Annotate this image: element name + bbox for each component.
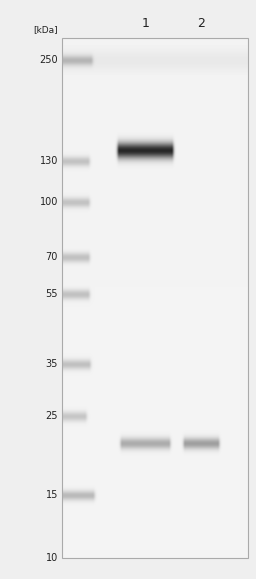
Text: 250: 250 — [39, 55, 58, 65]
Text: 1: 1 — [142, 17, 150, 30]
Text: 100: 100 — [40, 197, 58, 207]
Text: 15: 15 — [46, 490, 58, 500]
Text: 10: 10 — [46, 553, 58, 563]
Text: 70: 70 — [46, 252, 58, 262]
Bar — [62, 38, 248, 558]
Text: 25: 25 — [46, 411, 58, 421]
Text: 2: 2 — [198, 17, 205, 30]
Text: [kDa]: [kDa] — [33, 25, 58, 34]
Text: 130: 130 — [40, 156, 58, 166]
Text: 35: 35 — [46, 359, 58, 369]
Text: 55: 55 — [46, 289, 58, 299]
